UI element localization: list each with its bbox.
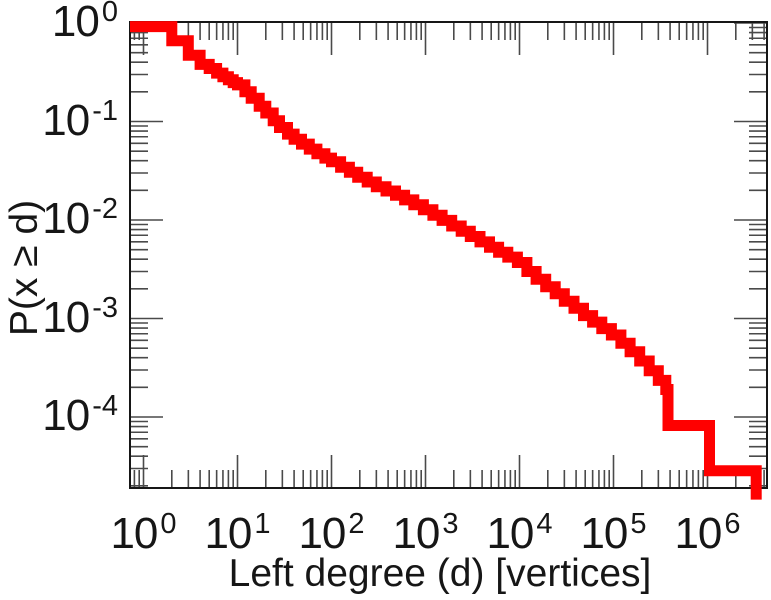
x-tick-label: 10 5 (559, 509, 669, 558)
tick-mantissa: 10 (42, 292, 90, 342)
tick-exponent: -4 (92, 390, 118, 422)
tick-exponent: -3 (92, 291, 118, 324)
plot-frame (129, 21, 768, 489)
tick-mantissa: 10 (110, 509, 158, 558)
x-tick-label: 10 6 (653, 509, 763, 558)
tick-exponent: -1 (92, 94, 118, 127)
y-tick-label: 10 -2 (0, 194, 118, 243)
tick-mantissa: 10 (580, 509, 628, 558)
tick-exponent: 2 (348, 508, 365, 540)
tick-mantissa: 10 (51, 0, 100, 46)
tick-mantissa: 10 (42, 391, 90, 440)
x-tick-label: 10 0 (89, 509, 199, 558)
tick-mantissa: 10 (486, 509, 534, 558)
tick-mantissa: 10 (674, 509, 722, 558)
y-tick-label: 10 0 (0, 0, 118, 44)
y-tick-label: 10 -1 (0, 95, 118, 145)
tick-exponent: 1 (254, 508, 271, 540)
tick-exponent: 5 (630, 508, 647, 540)
tick-mantissa: 10 (204, 509, 252, 558)
y-tick-label: 10 -3 (0, 292, 118, 342)
tick-mantissa: 10 (392, 509, 440, 558)
x-tick-label: 10 4 (465, 509, 575, 558)
x-tick-label: 10 3 (371, 509, 481, 558)
x-tick-label: 10 1 (183, 509, 293, 558)
tick-exponent: 6 (724, 508, 741, 540)
tick-exponent: 3 (442, 508, 459, 540)
tick-exponent: 0 (160, 508, 177, 540)
tick-exponent: 4 (536, 508, 553, 540)
x-axis-title: Left degree (d) [vertices] (228, 552, 652, 595)
tick-exponent: 0 (101, 0, 118, 28)
tick-mantissa: 10 (42, 194, 90, 243)
y-axis-title: P(x ≥ d) (3, 199, 46, 337)
x-tick-label: 10 2 (277, 509, 387, 558)
tick-mantissa: 10 (298, 509, 346, 558)
ccdf-curve (130, 21, 762, 500)
tick-mantissa: 10 (42, 95, 90, 145)
tick-exponent: -2 (92, 193, 118, 225)
y-tick-label: 10 -4 (0, 391, 118, 440)
